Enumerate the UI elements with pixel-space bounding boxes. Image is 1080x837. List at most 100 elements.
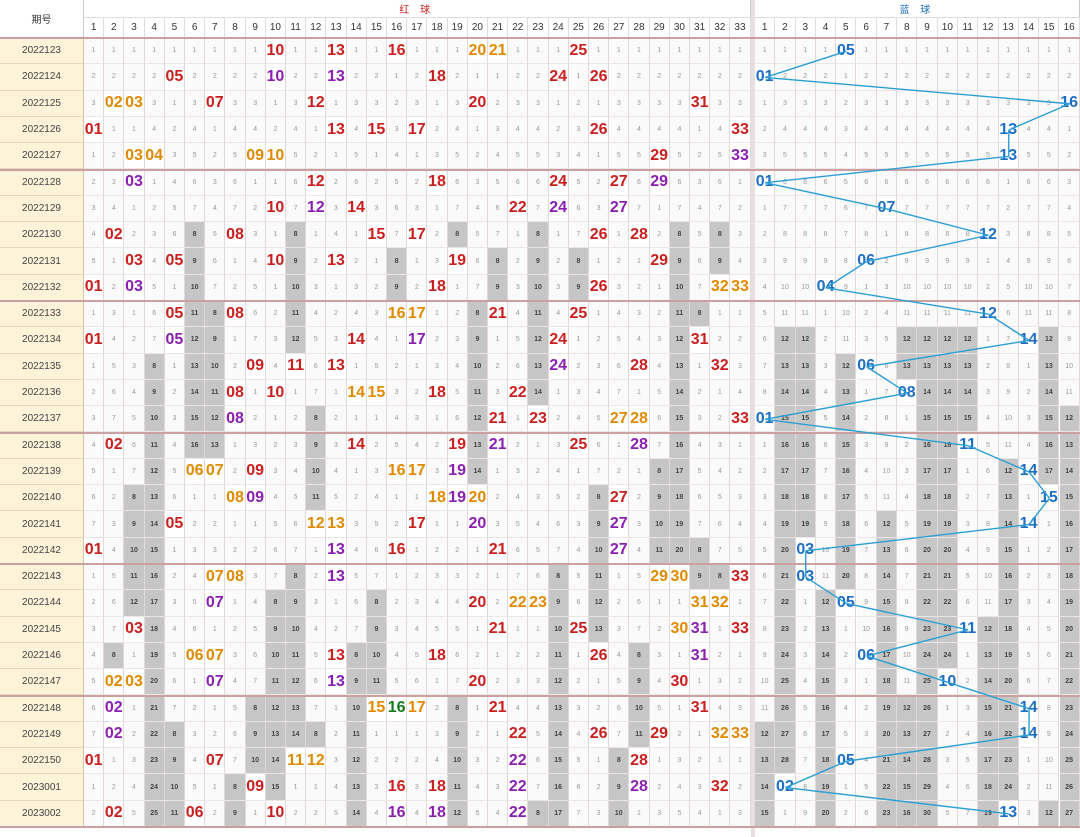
red-omission-cell: 4 <box>589 379 610 407</box>
red-omission-cell: 2 <box>690 64 711 91</box>
red-omission-cell: 1 <box>629 38 650 65</box>
blue-omission-cell: 15 <box>836 432 857 459</box>
red-omission-cell: 4 <box>265 485 286 512</box>
red-omission-cell: 6 <box>710 169 731 196</box>
red-omission-cell: 1 <box>245 169 266 196</box>
red-omission-cell: 2 <box>407 169 428 196</box>
blue-omission-cell: 12 <box>836 353 857 380</box>
red-omission-cell: 2 <box>84 169 105 196</box>
red-omission-cell: 2 <box>104 485 125 512</box>
red-omission-cell: 1 <box>205 485 226 512</box>
blue-omission-cell: 2 <box>876 64 898 91</box>
blue-omission-cell: 1 <box>937 38 958 65</box>
red-omission-cell: 6 <box>629 169 650 196</box>
blue-omission-cell: 4 <box>1039 590 1060 617</box>
blue-omission-cell: 6 <box>897 169 918 196</box>
blue-omission-cell: 11 <box>917 301 938 328</box>
red-omission-cell: 4 <box>447 116 468 144</box>
blue-omission-cell: 2 <box>836 90 857 117</box>
red-omission-cell: 11 <box>185 301 206 328</box>
red-omission-cell: 13 <box>669 353 690 380</box>
red-omission-cell: 13 <box>205 432 226 459</box>
blue-omission-cell: 3 <box>856 432 877 459</box>
red-omission-cell: 4 <box>609 642 630 670</box>
red-omission-cell: 1 <box>508 616 529 643</box>
red-omission-cell: 4 <box>245 116 266 144</box>
red-omission-cell: 4 <box>629 116 650 144</box>
red-omission-cell: 5 <box>568 169 589 196</box>
red-omission-cell: 4 <box>548 301 569 328</box>
red-omission-cell: 7 <box>346 616 367 643</box>
red-ball-mark: 11 <box>286 353 307 380</box>
red-omission-cell: 1 <box>144 169 165 196</box>
blue-omission-cell: 14 <box>998 511 1019 538</box>
red-omission-cell: 5 <box>508 511 529 538</box>
blue-omission-cell: 8 <box>1059 301 1080 328</box>
red-omission-cell: 6 <box>508 353 529 380</box>
blue-omission-cell: 4 <box>897 485 918 512</box>
red-omission-cell: 4 <box>104 195 125 223</box>
blue-omission-cell: 8 <box>755 616 776 643</box>
blue-omission-cell: 1 <box>978 38 999 65</box>
blue-omission-cell: 9 <box>897 248 918 275</box>
red-ball-mark: 09 <box>245 458 266 486</box>
red-omission-cell: 4 <box>649 353 670 380</box>
blue-omission-cell: 9 <box>998 379 1019 407</box>
red-omission-cell: 4 <box>245 248 266 275</box>
red-omission-cell: 2 <box>366 432 387 459</box>
blue-omission-cell: 2 <box>998 195 1019 223</box>
red-omission-cell: 3 <box>407 590 428 617</box>
red-omission-cell: 1 <box>124 642 145 670</box>
red-omission-cell: 2 <box>286 64 307 91</box>
red-ball-mark: 19 <box>447 458 468 486</box>
blue-omission-cell: 12 <box>775 327 796 354</box>
blue-omission-cell: 6 <box>755 327 776 354</box>
issue-cell: 2022143 <box>0 564 84 591</box>
red-omission-cell: 1 <box>427 90 448 117</box>
red-omission-cell: 1 <box>164 353 185 380</box>
blue-omission-cell: 6 <box>856 169 877 196</box>
red-ball-mark: 13 <box>326 116 347 144</box>
blue-trend-segment <box>825 260 868 289</box>
red-omission-cell: 18 <box>144 616 165 643</box>
red-omission-cell: 3 <box>609 616 630 643</box>
blue-omission-cell: 6 <box>1018 169 1040 196</box>
issue-cell: 2022140 <box>0 485 84 512</box>
red-omission-cell: 1 <box>124 301 145 328</box>
red-omission-cell: 10 <box>265 642 286 670</box>
blue-ball-mark: 11 <box>958 616 979 643</box>
red-omission-cell: 3 <box>589 353 610 380</box>
red-omission-cell: 3 <box>306 590 327 617</box>
red-omission-cell: 11 <box>124 564 145 591</box>
blue-ball-mark: 07 <box>876 195 898 223</box>
blue-omission-cell: 8 <box>1039 222 1060 249</box>
blue-omission-cell: 2 <box>1039 64 1060 91</box>
red-omission-cell: 2 <box>245 195 266 223</box>
red-omission-cell: 2 <box>225 353 246 380</box>
red-omission-cell: 4 <box>144 116 165 144</box>
blue-omission-cell: 13 <box>795 353 816 380</box>
red-ball-mark: 09 <box>245 485 266 512</box>
red-omission-cell: 4 <box>710 116 731 144</box>
red-omission-cell: 12 <box>286 327 307 354</box>
blue-omission-cell: 21 <box>937 564 958 591</box>
red-omission-cell: 3 <box>84 195 105 223</box>
red-omission-cell: 2 <box>366 64 387 91</box>
red-omission-cell: 1 <box>730 301 751 328</box>
red-omission-cell: 6 <box>467 248 488 275</box>
blue-omission-cell: 2 <box>1018 64 1040 91</box>
blue-omission-cell: 8 <box>897 222 918 249</box>
red-omission-cell: 3 <box>649 90 670 117</box>
blue-omission-cell: 20 <box>836 564 857 591</box>
red-omission-cell: 5 <box>104 564 125 591</box>
red-omission-cell: 2 <box>467 642 488 670</box>
blue-omission-cell: 2 <box>795 616 816 643</box>
red-ball-mark: 29 <box>649 564 670 591</box>
blue-ball-mark: 16 <box>1059 90 1080 117</box>
blue-omission-cell: 11 <box>897 301 918 328</box>
blue-omission-cell: 6 <box>836 195 857 223</box>
red-omission-cell: 4 <box>710 458 731 486</box>
blue-omission-cell: 4 <box>917 116 938 144</box>
red-omission-cell: 5 <box>447 379 468 407</box>
